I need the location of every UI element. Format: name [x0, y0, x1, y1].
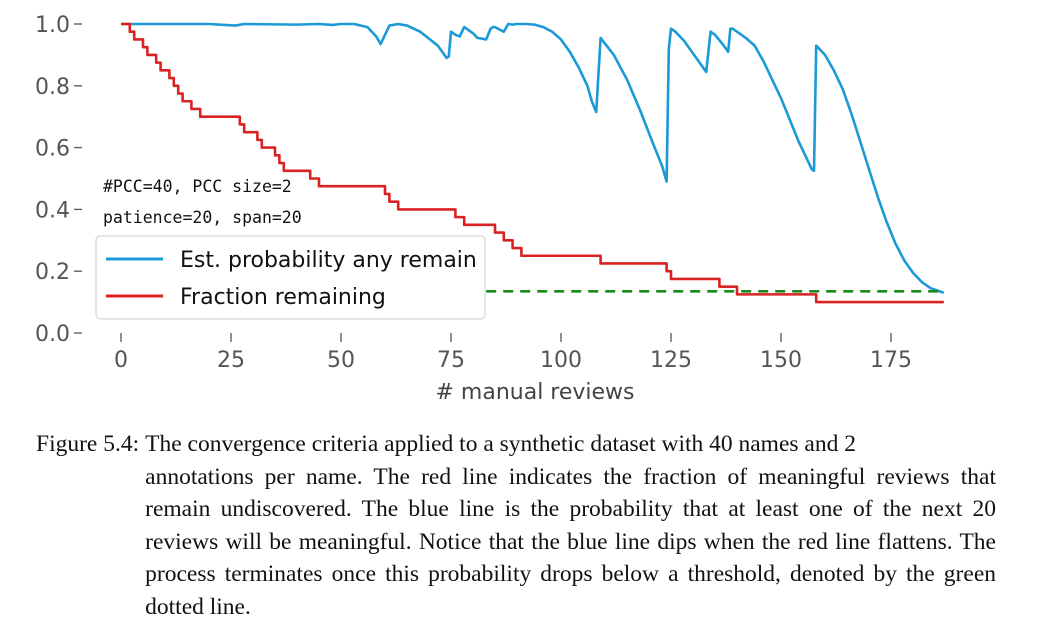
legend-label-blue: Est. probability any remain: [180, 248, 477, 273]
y-tick-label: 0.6: [35, 137, 70, 162]
figure-caption: Figure 5.4: The convergence criteria app…: [36, 428, 996, 623]
caption-first-line: The convergence criteria applied to a sy…: [145, 431, 856, 457]
y-tick-label: 0.8: [35, 75, 70, 100]
x-tick-label: 175: [870, 348, 912, 373]
legend-frame: [95, 235, 486, 320]
legend: Est. probability any remain Fraction rem…: [95, 235, 486, 320]
y-axis: 0.0 0.2 0.4 0.6 0.8 1.0: [35, 13, 82, 347]
x-tick-label: 125: [650, 348, 692, 373]
y-tick-label: 0.4: [35, 198, 70, 223]
series-line-probability: [121, 22, 945, 295]
x-axis: 0 25 50 75 100 125 150 175: [114, 333, 912, 373]
annotation-patience: patience=20, span=20: [103, 208, 302, 227]
series-layer: [121, 22, 945, 304]
legend-label-red: Fraction remaining: [180, 285, 386, 310]
x-axis-label: # manual reviews: [435, 380, 634, 405]
convergence-figure: 0.0 0.2 0.4 0.6 0.8 1.0 0 25 50 75 100 125 150 175 #…: [35, 13, 945, 405]
y-tick-label: 0.2: [35, 260, 70, 285]
y-tick-label: 0.0: [35, 322, 70, 347]
x-tick-label: 100: [540, 348, 582, 373]
x-tick-label: 50: [327, 348, 355, 373]
caption-label: Figure 5.4:: [36, 431, 140, 457]
caption-body: The convergence criteria applied to a sy…: [145, 428, 996, 623]
x-tick-label: 75: [437, 348, 465, 373]
annotation-pcc: #PCC=40, PCC size=2: [103, 177, 292, 196]
x-tick-label: 25: [217, 348, 245, 373]
y-tick-label: 1.0: [35, 13, 70, 38]
series-line-fraction: [121, 22, 944, 304]
x-tick-label: 0: [114, 348, 128, 373]
x-tick-label: 150: [760, 348, 802, 373]
caption-rest: annotations per name. The red line indic…: [145, 463, 996, 620]
